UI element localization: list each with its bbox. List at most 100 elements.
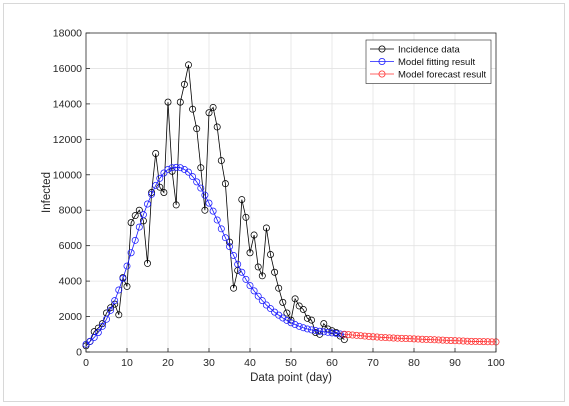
data-point bbox=[488, 338, 496, 346]
data-point bbox=[226, 238, 233, 246]
data-point bbox=[107, 306, 115, 314]
data-point bbox=[246, 282, 254, 290]
series-0 bbox=[82, 61, 348, 350]
data-point bbox=[123, 262, 131, 270]
x-tick-label: 90 bbox=[449, 357, 461, 369]
data-point bbox=[361, 332, 369, 340]
data-point bbox=[295, 302, 303, 310]
data-point bbox=[365, 332, 373, 340]
data-point bbox=[217, 225, 225, 233]
data-point bbox=[267, 305, 274, 313]
data-point bbox=[332, 329, 340, 337]
data-point bbox=[217, 157, 225, 165]
x-tick-label: 30 bbox=[203, 357, 215, 369]
y-tick-label: 0 bbox=[76, 347, 82, 359]
data-point bbox=[472, 337, 479, 345]
data-point bbox=[426, 336, 434, 344]
data-point bbox=[205, 109, 213, 117]
data-point bbox=[258, 297, 266, 305]
data-point bbox=[242, 275, 250, 283]
data-point bbox=[287, 316, 295, 324]
data-point bbox=[209, 103, 217, 111]
data-point bbox=[254, 292, 262, 300]
data-point bbox=[258, 272, 266, 280]
data-point bbox=[455, 337, 463, 345]
data-point bbox=[197, 184, 205, 192]
data-point bbox=[328, 329, 336, 337]
data-point bbox=[103, 315, 110, 323]
data-point bbox=[238, 196, 246, 204]
data-point bbox=[209, 207, 217, 215]
data-point bbox=[135, 206, 143, 214]
data-point bbox=[193, 125, 201, 133]
data-point bbox=[299, 324, 307, 332]
data-point bbox=[262, 224, 270, 232]
data-point bbox=[353, 331, 361, 339]
data-point bbox=[111, 297, 119, 305]
data-point bbox=[189, 173, 197, 181]
data-point bbox=[221, 234, 229, 242]
data-point bbox=[156, 174, 164, 182]
data-point bbox=[431, 336, 438, 344]
data-point bbox=[90, 333, 98, 341]
series-line bbox=[85, 64, 345, 347]
data-point bbox=[221, 180, 229, 188]
data-point bbox=[119, 274, 127, 282]
data-point bbox=[410, 335, 418, 343]
data-point bbox=[230, 284, 238, 292]
data-point bbox=[246, 249, 254, 257]
data-point bbox=[459, 337, 467, 345]
data-point bbox=[185, 61, 192, 69]
data-point bbox=[242, 213, 250, 221]
y-tick-label: 6000 bbox=[59, 240, 83, 252]
data-point bbox=[86, 337, 94, 345]
data-point bbox=[135, 223, 143, 231]
data-point bbox=[144, 200, 151, 208]
y-tick-label: 12000 bbox=[53, 134, 82, 146]
x-tick-label: 40 bbox=[244, 357, 256, 369]
data-point bbox=[303, 325, 311, 333]
data-point bbox=[213, 216, 221, 224]
data-point bbox=[180, 80, 188, 88]
axis-ticks: 0 10 20 30 40 50 60 70 80 90 100 0 2000 4000 6000 8000 1… bbox=[53, 28, 505, 370]
data-point bbox=[172, 163, 180, 171]
data-point bbox=[115, 286, 123, 294]
data-point bbox=[324, 328, 332, 336]
data-point bbox=[234, 260, 242, 268]
data-point bbox=[385, 334, 393, 342]
data-point bbox=[414, 335, 422, 343]
x-tick-label: 0 bbox=[83, 357, 89, 369]
y-tick-label: 10000 bbox=[53, 169, 82, 181]
data-point bbox=[267, 251, 274, 259]
x-tick-label: 10 bbox=[121, 357, 133, 369]
data-point bbox=[299, 305, 307, 313]
data-point bbox=[291, 321, 299, 329]
data-point bbox=[308, 316, 315, 324]
data-point bbox=[484, 338, 492, 346]
data-point bbox=[320, 328, 328, 336]
data-point bbox=[123, 282, 131, 290]
data-point bbox=[439, 336, 447, 344]
data-point bbox=[357, 332, 365, 340]
x-axis-label: Data point (day) bbox=[250, 372, 332, 384]
data-point bbox=[94, 329, 102, 336]
data-point bbox=[373, 333, 381, 341]
data-point bbox=[369, 333, 377, 341]
data-point bbox=[197, 164, 205, 172]
legend: Incidence data Model fitting resultModel … bbox=[365, 39, 492, 84]
data-point bbox=[205, 199, 213, 207]
data-point bbox=[185, 168, 192, 176]
data-point bbox=[303, 314, 311, 322]
data-point bbox=[390, 334, 397, 342]
data-point bbox=[98, 322, 106, 330]
data-point bbox=[467, 337, 475, 345]
series-line bbox=[85, 166, 345, 345]
data-point bbox=[451, 337, 459, 345]
data-point bbox=[377, 333, 385, 341]
data-point bbox=[480, 338, 488, 346]
data-point bbox=[344, 331, 352, 339]
data-point bbox=[262, 301, 270, 309]
series-2 bbox=[340, 330, 500, 346]
x-tick-label: 20 bbox=[162, 357, 174, 369]
